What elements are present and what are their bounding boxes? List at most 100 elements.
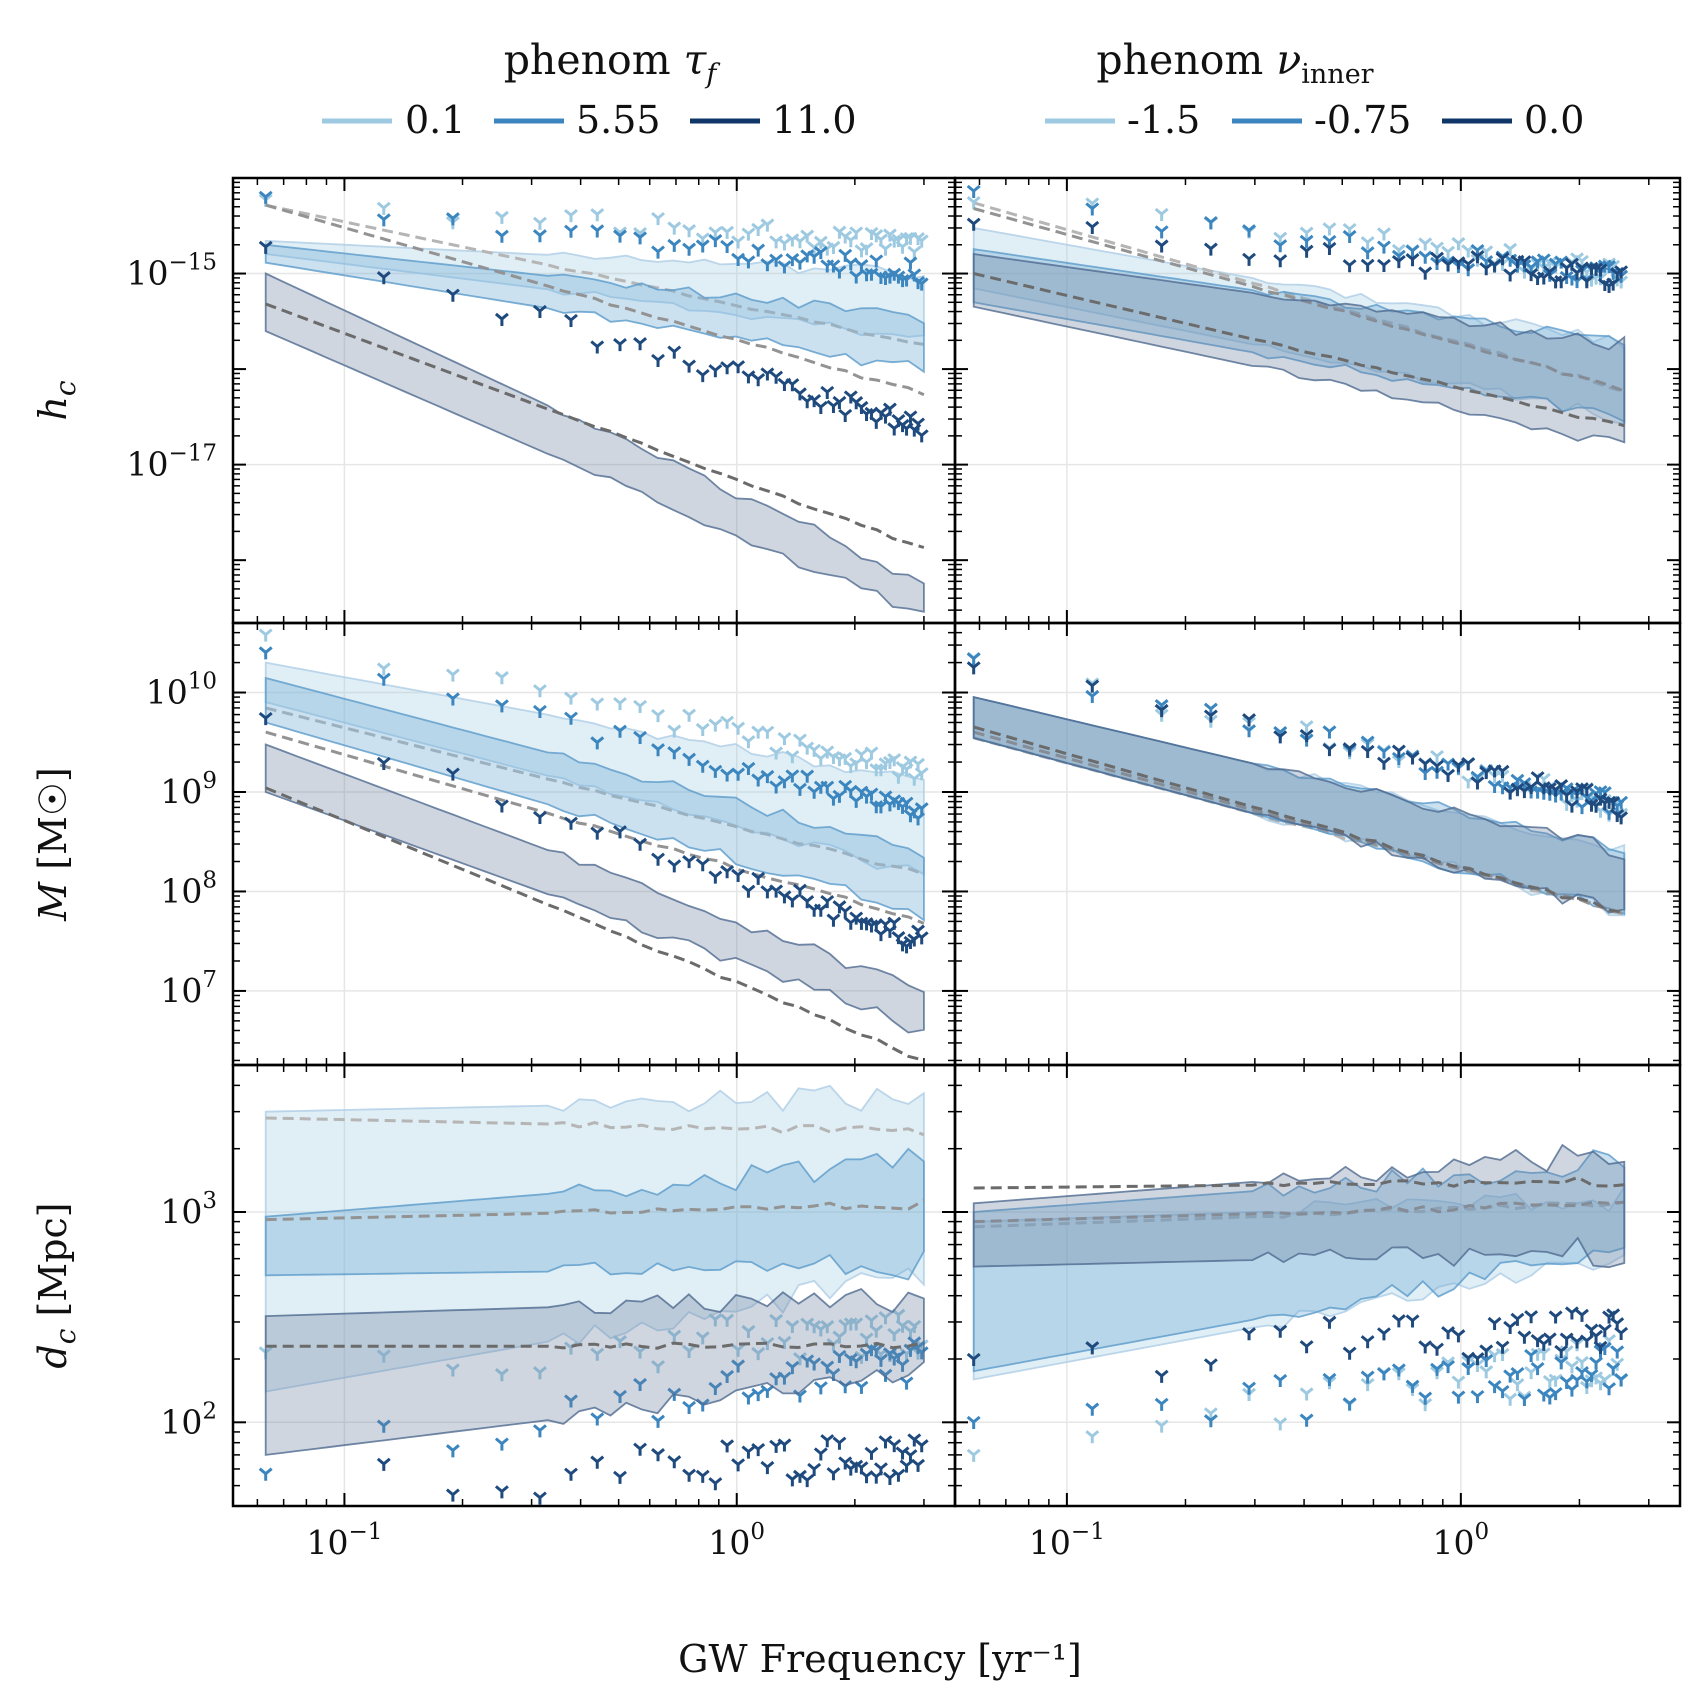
marker-point bbox=[1405, 253, 1420, 267]
marker-point bbox=[1579, 1334, 1594, 1348]
marker-point bbox=[1503, 1320, 1518, 1334]
marker-point bbox=[1342, 259, 1357, 273]
marker-point bbox=[1360, 1335, 1375, 1349]
marker-point bbox=[792, 733, 807, 747]
median-line-light bbox=[973, 1200, 1625, 1229]
marker-point bbox=[899, 796, 914, 810]
marker-point bbox=[1495, 1340, 1510, 1354]
marker-point bbox=[633, 837, 648, 851]
marker-point bbox=[792, 883, 807, 897]
marker-point bbox=[1479, 1344, 1494, 1358]
marker-point bbox=[1579, 275, 1594, 289]
marker-point bbox=[1342, 1397, 1357, 1411]
marker-point bbox=[1391, 744, 1406, 758]
marker-point bbox=[1554, 1344, 1569, 1358]
marker-point bbox=[651, 211, 665, 226]
marker-point bbox=[651, 708, 665, 723]
marker-point bbox=[800, 769, 815, 783]
marker-point bbox=[590, 1455, 605, 1469]
marker-point bbox=[832, 395, 847, 409]
marker-point bbox=[1517, 1330, 1532, 1344]
marker-point bbox=[1360, 735, 1375, 749]
legend-title-tau: phenom τf bbox=[504, 36, 721, 90]
marker-point bbox=[613, 1335, 627, 1349]
marker-point bbox=[376, 1349, 391, 1363]
marker-point bbox=[1360, 1370, 1375, 1384]
marker-point bbox=[1470, 1389, 1485, 1404]
marker-point bbox=[1470, 1352, 1485, 1366]
marker-point bbox=[751, 222, 766, 236]
marker-point bbox=[777, 260, 792, 274]
marker-point bbox=[813, 1381, 828, 1395]
marker-point bbox=[651, 743, 665, 757]
marker-point bbox=[494, 312, 509, 326]
marker-point bbox=[966, 1415, 981, 1430]
marker-point bbox=[1441, 1359, 1456, 1374]
marker-point bbox=[613, 1389, 627, 1404]
marker-point bbox=[1451, 237, 1466, 251]
marker-point bbox=[807, 785, 822, 799]
marker-point bbox=[777, 775, 792, 789]
marker-point bbox=[760, 725, 775, 739]
median-line-mid bbox=[265, 730, 925, 925]
marker-point bbox=[613, 825, 627, 839]
marker-point bbox=[494, 1437, 509, 1451]
marker-point bbox=[1530, 1361, 1545, 1376]
marker-point bbox=[590, 208, 605, 222]
marker-point bbox=[1299, 226, 1314, 240]
marker-point bbox=[1342, 1346, 1357, 1360]
marker-point bbox=[1593, 263, 1608, 277]
marker-point bbox=[1524, 1348, 1539, 1363]
marker-point bbox=[1203, 1414, 1218, 1428]
marker-point bbox=[731, 721, 746, 735]
marker-point bbox=[682, 359, 697, 373]
marker-point bbox=[1418, 266, 1433, 280]
marker-point bbox=[777, 1335, 792, 1349]
marker-point bbox=[720, 239, 735, 253]
marker-point bbox=[667, 746, 682, 760]
marker-point bbox=[651, 353, 665, 367]
median-line-light bbox=[265, 203, 925, 346]
marker-point bbox=[1524, 1310, 1539, 1324]
marker-point bbox=[907, 772, 922, 786]
marker-point bbox=[590, 736, 605, 750]
marker-point bbox=[741, 1324, 756, 1339]
median-line-mid bbox=[973, 207, 1625, 393]
marker-point bbox=[720, 1439, 735, 1453]
marker-point bbox=[258, 190, 273, 204]
marker-point bbox=[1451, 1390, 1466, 1404]
marker-point bbox=[826, 240, 841, 254]
marker-point bbox=[777, 237, 792, 251]
marker-point bbox=[813, 1447, 828, 1461]
marker-point bbox=[667, 238, 682, 252]
marker-point bbox=[838, 905, 853, 919]
marker-point bbox=[1606, 796, 1621, 810]
marker-point bbox=[813, 246, 828, 260]
marker-point bbox=[1503, 242, 1518, 256]
marker-point bbox=[1376, 756, 1391, 770]
panel-content bbox=[955, 178, 1680, 623]
y-tick-label: 109 bbox=[160, 768, 217, 811]
marker-point bbox=[1418, 237, 1433, 251]
band-dark bbox=[264, 1287, 925, 1456]
marker-point bbox=[882, 402, 897, 416]
marker-point bbox=[760, 218, 775, 232]
marker-point bbox=[494, 210, 509, 224]
marker-point bbox=[1203, 242, 1218, 256]
marker-point bbox=[1548, 1386, 1563, 1401]
marker-point bbox=[1554, 275, 1569, 289]
marker-point bbox=[966, 1352, 981, 1367]
marker-point bbox=[532, 810, 547, 825]
marker-point bbox=[1085, 220, 1100, 235]
marker-point bbox=[785, 1319, 800, 1333]
x-tick-label: 100 bbox=[1433, 1519, 1490, 1562]
y-axis-label: dc [Mpc] bbox=[31, 1202, 82, 1368]
marker-point bbox=[800, 1473, 815, 1488]
marker-point bbox=[1085, 202, 1100, 216]
marker-point bbox=[741, 884, 756, 898]
marker-point bbox=[1579, 782, 1594, 796]
marker-point bbox=[1503, 268, 1518, 282]
marker-point bbox=[1242, 224, 1257, 238]
